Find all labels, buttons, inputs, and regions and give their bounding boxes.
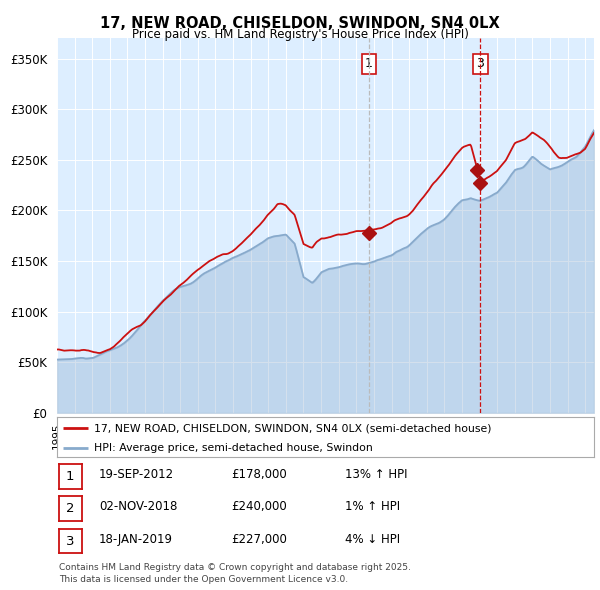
Text: £240,000: £240,000 [231, 500, 287, 513]
Text: 17, NEW ROAD, CHISELDON, SWINDON, SN4 0LX (semi-detached house): 17, NEW ROAD, CHISELDON, SWINDON, SN4 0L… [94, 424, 491, 434]
Text: Price paid vs. HM Land Registry's House Price Index (HPI): Price paid vs. HM Land Registry's House … [131, 28, 469, 41]
Text: HPI: Average price, semi-detached house, Swindon: HPI: Average price, semi-detached house,… [94, 444, 372, 454]
Text: £227,000: £227,000 [231, 533, 287, 546]
Text: 13% ↑ HPI: 13% ↑ HPI [345, 468, 407, 481]
Text: 17, NEW ROAD, CHISELDON, SWINDON, SN4 0LX: 17, NEW ROAD, CHISELDON, SWINDON, SN4 0L… [100, 16, 500, 31]
Text: 3: 3 [476, 57, 484, 70]
Text: 1% ↑ HPI: 1% ↑ HPI [345, 500, 400, 513]
Text: 2: 2 [66, 502, 74, 515]
Text: 1: 1 [66, 470, 74, 483]
Text: £178,000: £178,000 [231, 468, 287, 481]
Text: 19-SEP-2012: 19-SEP-2012 [99, 468, 174, 481]
Text: 4% ↓ HPI: 4% ↓ HPI [345, 533, 400, 546]
Text: Contains HM Land Registry data © Crown copyright and database right 2025.: Contains HM Land Registry data © Crown c… [59, 563, 410, 572]
Text: 3: 3 [66, 535, 74, 548]
Text: This data is licensed under the Open Government Licence v3.0.: This data is licensed under the Open Gov… [59, 575, 348, 584]
Text: 18-JAN-2019: 18-JAN-2019 [99, 533, 173, 546]
Text: 02-NOV-2018: 02-NOV-2018 [99, 500, 178, 513]
Text: 1: 1 [365, 57, 373, 70]
